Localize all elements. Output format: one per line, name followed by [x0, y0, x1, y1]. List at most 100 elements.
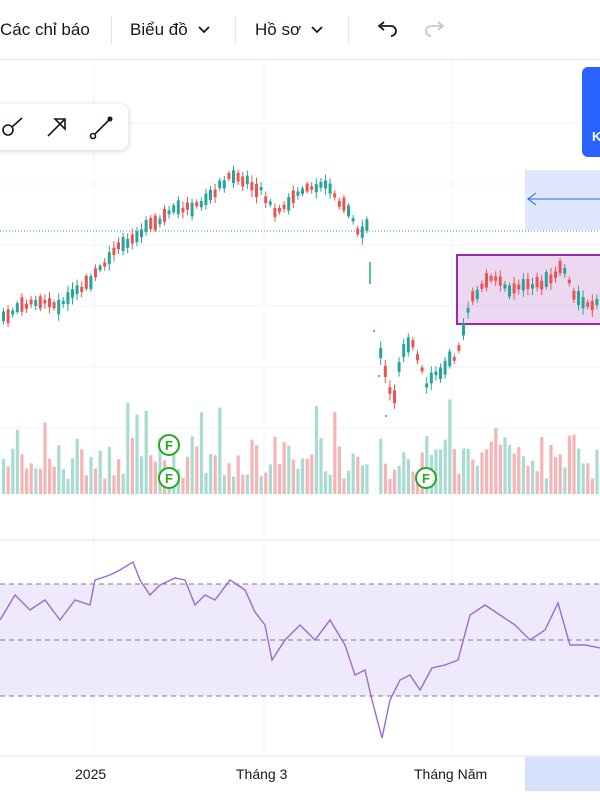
volume-bar [222, 475, 226, 494]
volume-bar [540, 437, 544, 494]
volume-bar [342, 478, 346, 494]
time-axis-label: 2025 [75, 766, 107, 782]
candle-body [305, 183, 309, 192]
volume-bar [471, 459, 475, 494]
volume-bar [278, 464, 282, 494]
chevron-down-icon [198, 26, 210, 34]
volume-bar [337, 446, 341, 494]
volume-bar [227, 463, 231, 494]
candle-body [416, 354, 419, 361]
rsi-line [0, 560, 600, 739]
volume-bar [250, 439, 254, 494]
event-marker-label: F [422, 470, 430, 486]
volume-bar [485, 449, 489, 494]
volume-bar [314, 406, 318, 494]
volume-bar [291, 459, 295, 494]
volume-bar [425, 436, 429, 494]
event-marker[interactable]: F [158, 434, 180, 456]
redo-icon [425, 21, 445, 37]
candle-body [15, 303, 19, 312]
candle-body [595, 298, 599, 305]
chart-type-label: Biểu đồ [130, 20, 188, 39]
chart-type-button[interactable]: Biểu đồ [130, 10, 210, 50]
volume-bar [406, 459, 410, 494]
candle-body [43, 299, 47, 304]
candle-body [549, 274, 553, 284]
candle-body [282, 204, 286, 209]
volume-bar [310, 454, 314, 494]
brush-icon [2, 117, 23, 136]
candle-body [140, 229, 143, 238]
volume-bar [434, 449, 438, 494]
candle-body [25, 303, 28, 309]
volume-bar [397, 465, 401, 494]
candle-body [296, 191, 300, 196]
volume-bar [38, 468, 42, 494]
volume-bar [480, 452, 484, 494]
candle-body [167, 210, 171, 215]
volume-bar [457, 473, 461, 494]
side-panel-button[interactable]: K [582, 67, 600, 157]
candle-body [176, 200, 180, 215]
volume-bar [6, 466, 10, 494]
undo-button[interactable] [366, 10, 398, 50]
price-range-highlight[interactable] [525, 170, 600, 230]
volume-bar [439, 449, 443, 494]
candle-body [135, 231, 139, 243]
candle-body [365, 219, 369, 231]
volume-bar [186, 456, 190, 494]
candle-body [29, 299, 33, 305]
candle-body [98, 265, 102, 271]
volume-bar [213, 455, 217, 494]
indicators-button[interactable]: Các chỉ báo [0, 10, 90, 50]
trend-line-tool[interactable] [85, 110, 119, 144]
candle-body [241, 176, 245, 187]
brush-tool[interactable] [0, 110, 30, 144]
volume-bar [140, 456, 144, 494]
toolbar-border [0, 59, 600, 60]
volume-bar [595, 449, 599, 494]
candle-body [209, 189, 212, 201]
candle-body [232, 170, 235, 184]
volume-bar [149, 455, 153, 494]
volume-bar [466, 448, 470, 494]
selection-box[interactable] [456, 254, 600, 325]
event-marker[interactable]: F [415, 467, 437, 489]
volume-bar [43, 422, 47, 494]
profile-label: Hồ sơ [255, 20, 302, 39]
side-panel-button-label: K [592, 129, 600, 144]
volume-bar [135, 414, 139, 494]
volume-bar [558, 454, 562, 494]
candle-body [351, 218, 355, 222]
candle-body [485, 273, 488, 288]
event-marker[interactable]: F [158, 467, 180, 489]
volume-bar [581, 463, 585, 494]
volume-bar [112, 475, 116, 494]
candle-body [66, 292, 70, 305]
volume-bar [517, 447, 521, 494]
candle-body [328, 183, 332, 194]
volume-bar [34, 468, 38, 494]
volume-bar [301, 458, 305, 494]
volume-bar [287, 445, 291, 494]
candle-body [452, 357, 456, 361]
arrow-tool[interactable] [40, 110, 74, 144]
candle-body [448, 351, 452, 367]
profile-button[interactable]: Hồ sơ [255, 10, 323, 50]
volume-bar [48, 458, 52, 494]
volume-bar [590, 478, 594, 494]
toolbar-divider [111, 16, 112, 44]
redo-button[interactable] [414, 10, 446, 50]
candle-body [84, 275, 88, 289]
candle-body [544, 272, 548, 287]
volume-bar [71, 458, 75, 494]
volume-bar [393, 469, 397, 494]
candle-body [443, 360, 447, 375]
candle-body [586, 302, 590, 307]
candle-body [531, 284, 534, 289]
volume-bar [158, 438, 162, 494]
candle-body [517, 284, 521, 290]
volume-bar [11, 448, 15, 494]
volume-bar [586, 463, 590, 494]
